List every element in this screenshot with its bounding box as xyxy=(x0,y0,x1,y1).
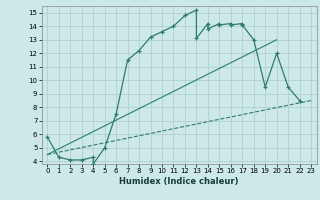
X-axis label: Humidex (Indice chaleur): Humidex (Indice chaleur) xyxy=(119,177,239,186)
